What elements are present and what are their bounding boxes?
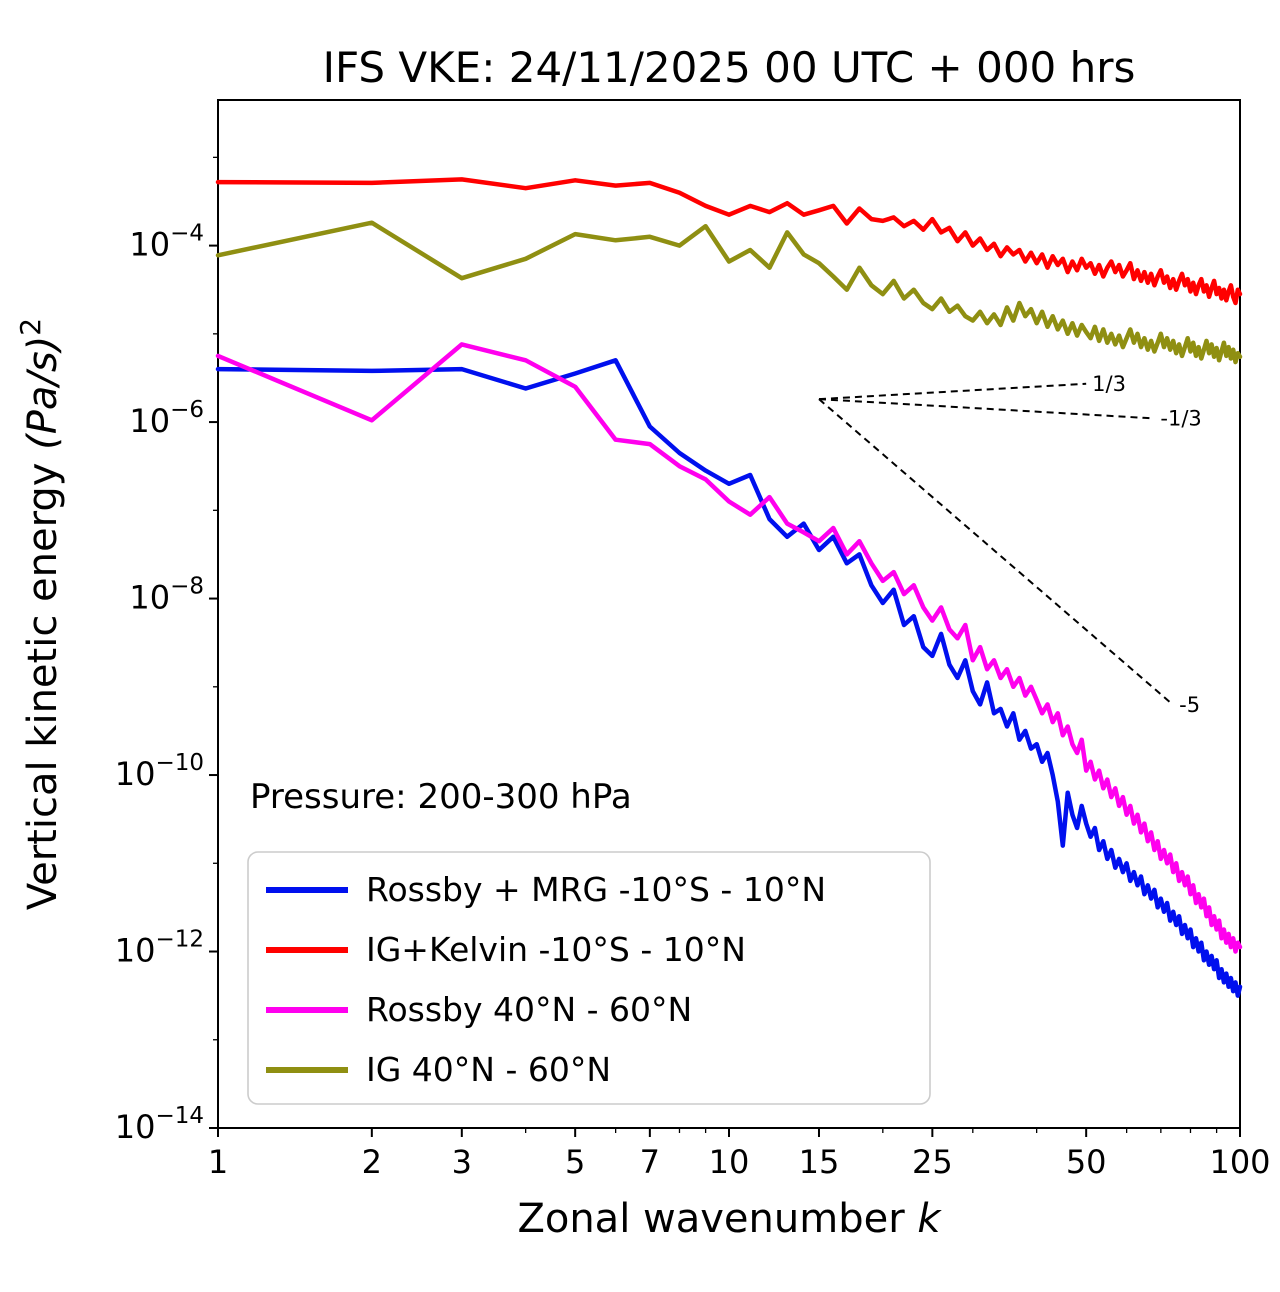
legend-label-rossby-mrg-10-s-10-n: Rossby + MRG -10°S - 10°N [366, 870, 826, 909]
legend-item-rossby-40-n-60-n: Rossby 40°N - 60°N [266, 990, 692, 1029]
y-tick-label: 10−8 [129, 574, 204, 617]
reference-line-1-3 [818, 382, 1087, 401]
x-tick-label: 7 [640, 1143, 660, 1181]
pressure-annotation: Pressure: 200-300 hPa [250, 777, 632, 817]
legend-item-rossby-mrg-10-s-10-n: Rossby + MRG -10°S - 10°N [266, 870, 826, 909]
x-axis-label: Zonal wavenumber k [517, 1196, 942, 1242]
legend-label-ig-kelvin-10-s-10-n: IG+Kelvin -10°S - 10°N [366, 930, 746, 969]
x-tick-label: 5 [565, 1143, 585, 1181]
x-tick-label: 50 [1066, 1143, 1107, 1181]
plot-title: IFS VKE: 24/11/2025 00 UTC + 000 hrs [323, 43, 1136, 92]
series-line-rossby-40-n-60-n [215, 342, 1243, 954]
legend-item-ig-40-n-60-n: IG 40°N - 60°N [266, 1050, 611, 1089]
y-tick-label: 10−12 [115, 927, 204, 970]
y-tick-label: 10−10 [115, 750, 204, 793]
reference-line-label-5: -5 [1179, 693, 1200, 717]
series-line-ig-kelvin-10-s-10-n [215, 177, 1243, 306]
x-tick-label: 25 [912, 1143, 953, 1181]
x-tick-label: 3 [452, 1143, 472, 1181]
legend-box [247, 851, 931, 1105]
series-line-ig-40-n-60-n [215, 220, 1243, 365]
y-tick-label: 10−6 [129, 397, 204, 440]
y-tick-label: 10−14 [115, 1103, 204, 1146]
x-tick-label: 15 [799, 1143, 840, 1181]
y-axis-label: Vertical kinetic energy (Pa/s)2 [14, 318, 66, 910]
reference-line-1-3 [818, 398, 1155, 420]
legend-label-rossby-40-n-60-n: Rossby 40°N - 60°N [366, 990, 692, 1029]
legend-label-ig-40-n-60-n: IG 40°N - 60°N [366, 1050, 611, 1089]
reference-line-label-1-3: 1/3 [1092, 372, 1126, 396]
reference-line-label-1-3: -1/3 [1160, 406, 1201, 430]
x-tick-label: 1 [208, 1143, 228, 1181]
y-tick-label: 10−4 [129, 221, 204, 264]
x-tick-label: 100 [1209, 1143, 1270, 1181]
x-tick-label: 2 [362, 1143, 382, 1181]
series-line-rossby-mrg-10-s-10-n [215, 358, 1243, 998]
legend-item-ig-kelvin-10-s-10-n: IG+Kelvin -10°S - 10°N [266, 930, 746, 969]
reference-line-5 [818, 398, 1174, 706]
x-tick-label: 10 [709, 1143, 750, 1181]
